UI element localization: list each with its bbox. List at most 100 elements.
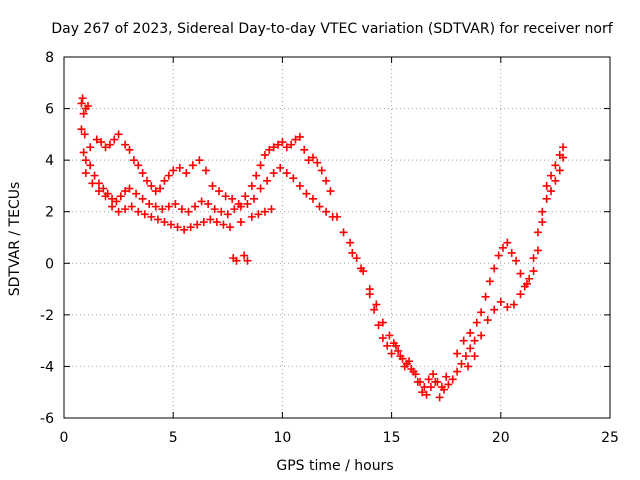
data-point [134, 207, 143, 216]
x-tick-label: 10 [273, 430, 291, 446]
data-point [282, 143, 291, 152]
data-point [260, 150, 269, 159]
data-point [121, 187, 130, 196]
data-point [538, 207, 547, 216]
data-point [125, 184, 134, 193]
data-point [236, 218, 245, 227]
x-tick-label: 5 [169, 430, 178, 446]
data-point [86, 161, 95, 170]
data-point [217, 207, 226, 216]
data-point [101, 143, 110, 152]
data-point [204, 199, 213, 208]
data-point [114, 130, 123, 139]
data-point [387, 349, 396, 358]
data-point [160, 218, 169, 227]
data-point [466, 344, 475, 353]
data-point [496, 297, 505, 306]
data-point [99, 184, 108, 193]
data-point [289, 174, 298, 183]
data-point [171, 199, 180, 208]
data-point [110, 135, 119, 144]
y-tick-label: 4 [45, 153, 54, 169]
data-point [160, 176, 169, 185]
data-point [477, 331, 486, 340]
data-point [490, 305, 499, 314]
data-point [516, 269, 525, 278]
data-point [151, 202, 160, 211]
data-point [127, 202, 136, 211]
data-point [302, 189, 311, 198]
data-point [533, 228, 542, 237]
data-point [370, 305, 379, 314]
data-point [542, 181, 551, 190]
data-point [295, 132, 304, 141]
data-point [352, 254, 361, 263]
data-point [256, 184, 265, 193]
data-point [175, 163, 184, 172]
data-point [132, 189, 141, 198]
data-point [415, 377, 424, 386]
y-tick-label: -2 [40, 308, 54, 324]
data-point [94, 187, 103, 196]
data-point [282, 169, 291, 178]
data-point [464, 362, 473, 371]
data-point [559, 143, 568, 152]
data-point [88, 179, 97, 188]
data-point [188, 161, 197, 170]
data-point [147, 181, 156, 190]
data-point [402, 359, 411, 368]
data-point [108, 194, 117, 203]
data-point [230, 205, 239, 214]
data-point [322, 207, 331, 216]
data-point [437, 383, 446, 392]
data-point [269, 169, 278, 178]
data-point [112, 197, 121, 206]
data-point [186, 223, 195, 232]
data-point [145, 199, 154, 208]
data-point [219, 220, 228, 229]
data-point [523, 279, 532, 288]
data-point [435, 393, 444, 402]
data-point [433, 377, 442, 386]
data-point [481, 292, 490, 301]
data-point [512, 256, 521, 265]
data-point [304, 156, 313, 165]
data-point [215, 187, 224, 196]
data-point [485, 277, 494, 286]
data-point [180, 225, 189, 234]
data-point [221, 192, 230, 201]
x-tick-label: 0 [60, 430, 69, 446]
data-point [529, 267, 538, 276]
data-point [243, 199, 252, 208]
data-point [542, 194, 551, 203]
data-point [254, 210, 263, 219]
data-point [383, 341, 392, 350]
data-point [240, 251, 249, 260]
data-point [313, 158, 322, 167]
data-point [193, 220, 202, 229]
data-point [81, 169, 90, 178]
data-point [278, 138, 287, 147]
data-point [79, 148, 88, 157]
data-point [308, 194, 317, 203]
data-point [265, 145, 274, 154]
data-point [398, 354, 407, 363]
data-point [206, 215, 215, 224]
data-point [494, 251, 503, 260]
data-point [105, 140, 114, 149]
data-point [516, 290, 525, 299]
data-point [223, 210, 232, 219]
y-tick-label: 2 [45, 205, 54, 221]
data-point [167, 220, 176, 229]
data-point [101, 192, 110, 201]
data-point [333, 212, 341, 221]
data-point [164, 202, 173, 211]
data-point [177, 205, 186, 214]
data-point [125, 145, 134, 154]
data-point [470, 336, 479, 345]
x-axis-label: GPS time / hours [276, 458, 393, 474]
data-point [418, 388, 427, 397]
data-point [138, 169, 147, 178]
data-point [241, 192, 250, 201]
